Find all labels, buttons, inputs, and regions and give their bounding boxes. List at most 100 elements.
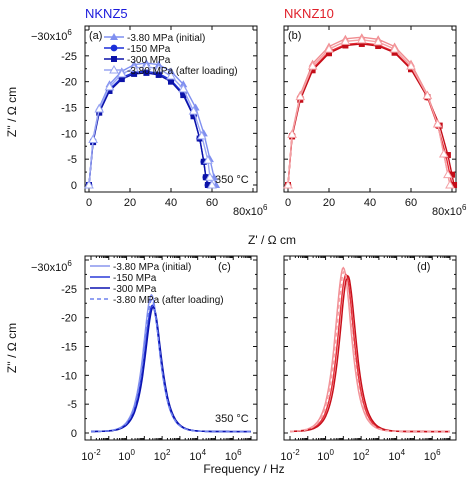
x-axis-title-top: Z' / Ω cm: [248, 233, 296, 247]
data-point: [307, 61, 318, 70]
data-point: [96, 109, 103, 116]
data-point: [389, 44, 400, 53]
data-point: [205, 172, 215, 181]
legend-marker: [111, 56, 117, 62]
series-line: [91, 305, 251, 433]
x-tick-label: 100: [317, 448, 334, 463]
data-point: [116, 68, 127, 78]
data-point: [155, 71, 162, 78]
x-tick-label: 10-2: [280, 448, 300, 463]
data-point: [375, 43, 382, 50]
data-point: [287, 129, 297, 138]
data-point: [438, 148, 449, 158]
panel-label: (c): [218, 261, 231, 273]
data-point: [356, 34, 367, 44]
data-point: [202, 174, 209, 181]
data-point: [178, 83, 189, 93]
legend-label: -150 MPa: [113, 273, 157, 284]
data-point: [179, 80, 188, 88]
legend-marker: [109, 64, 119, 74]
x-tick-label: 100: [118, 448, 135, 463]
x-tick-label: 102: [154, 448, 171, 463]
x-end-label: 80x106: [233, 203, 268, 218]
x-tick-label: 60: [206, 197, 218, 209]
data-point: [283, 179, 293, 189]
panel-frame-0: [84, 25, 258, 193]
series-line: [290, 273, 450, 433]
x-tick-label: 20: [124, 197, 136, 209]
y-tick-label: -15: [61, 103, 77, 115]
header-label-right: NKNZ10: [284, 6, 334, 21]
x-tick-label: 104: [189, 448, 206, 463]
data-point: [391, 49, 398, 56]
x-tick-label: 10-2: [81, 448, 101, 463]
series-line: [287, 36, 451, 186]
panel-label: (b): [288, 30, 301, 42]
data-point: [167, 67, 175, 75]
x-end-label: 80x106: [432, 203, 467, 218]
data-point: [106, 87, 113, 94]
legend-label: -3.80 MPa (initial): [127, 33, 205, 44]
panel-label: (a): [89, 30, 102, 42]
data-point: [358, 40, 365, 47]
data-point: [104, 81, 115, 91]
data-point: [204, 182, 211, 188]
data-point: [443, 169, 453, 179]
data-point: [432, 119, 443, 128]
data-point: [94, 104, 105, 113]
x-axis-title-bottom: Frequency / Hz: [203, 462, 284, 476]
y-tick-label: -25: [61, 284, 77, 296]
y-tick-label: -5: [67, 154, 77, 166]
series-line: [290, 266, 450, 433]
y-tick-label: -20: [61, 313, 77, 325]
series-line: [289, 269, 450, 433]
legend-label: -3.80 MPa (initial): [113, 262, 191, 273]
x-tick-label: 106: [225, 448, 242, 463]
data-point: [131, 70, 138, 77]
data-point: [326, 50, 332, 57]
data-point: [168, 78, 174, 85]
x-tick-label: 60: [405, 197, 417, 209]
legend-marker: [110, 44, 118, 52]
panel-frame-3: [283, 255, 457, 441]
series-line: [290, 274, 450, 433]
legend-label: -300 MPa: [113, 284, 157, 295]
data-point: [406, 61, 416, 70]
data-point: [373, 36, 384, 46]
x-tick-label: 0: [86, 197, 92, 209]
data-point: [309, 67, 316, 74]
data-point: [84, 179, 94, 189]
legend-label: -150 MPa: [127, 44, 171, 55]
y-scale-label-bottom: −30x106: [31, 259, 72, 274]
y-tick-label: -20: [61, 77, 77, 89]
y-tick-label: -5: [67, 399, 77, 411]
y-tick-label: 0: [71, 428, 77, 440]
data-point: [451, 182, 458, 188]
legend-marker: [110, 33, 118, 40]
data-point: [207, 179, 217, 189]
legend-label: -3.80 MPa (after loading): [127, 66, 238, 77]
header-label-left: NKNZ5: [85, 6, 128, 21]
data-point: [342, 42, 349, 49]
legend-label: -300 MPa: [127, 55, 171, 66]
data-point: [449, 171, 455, 178]
series-line: [88, 62, 217, 186]
y-tick-label: -25: [61, 51, 77, 63]
x-tick-label: 40: [364, 197, 376, 209]
data-point: [190, 113, 197, 120]
data-point: [166, 70, 176, 80]
panel-frame-1: [283, 25, 457, 193]
data-point: [141, 61, 152, 71]
data-point: [340, 36, 351, 45]
data-point: [153, 63, 164, 73]
data-point: [444, 152, 451, 159]
data-point: [295, 91, 306, 101]
y-tick-label: -15: [61, 342, 77, 354]
x-tick-label: 0: [285, 197, 291, 209]
y-tick-label: -10: [61, 128, 77, 140]
y-axis-title-bottom: Z'' / Ω cm: [5, 323, 19, 373]
legend-label: -3.80 MPa (after loading): [113, 295, 224, 306]
data-point: [422, 90, 433, 100]
data-point: [200, 158, 207, 165]
